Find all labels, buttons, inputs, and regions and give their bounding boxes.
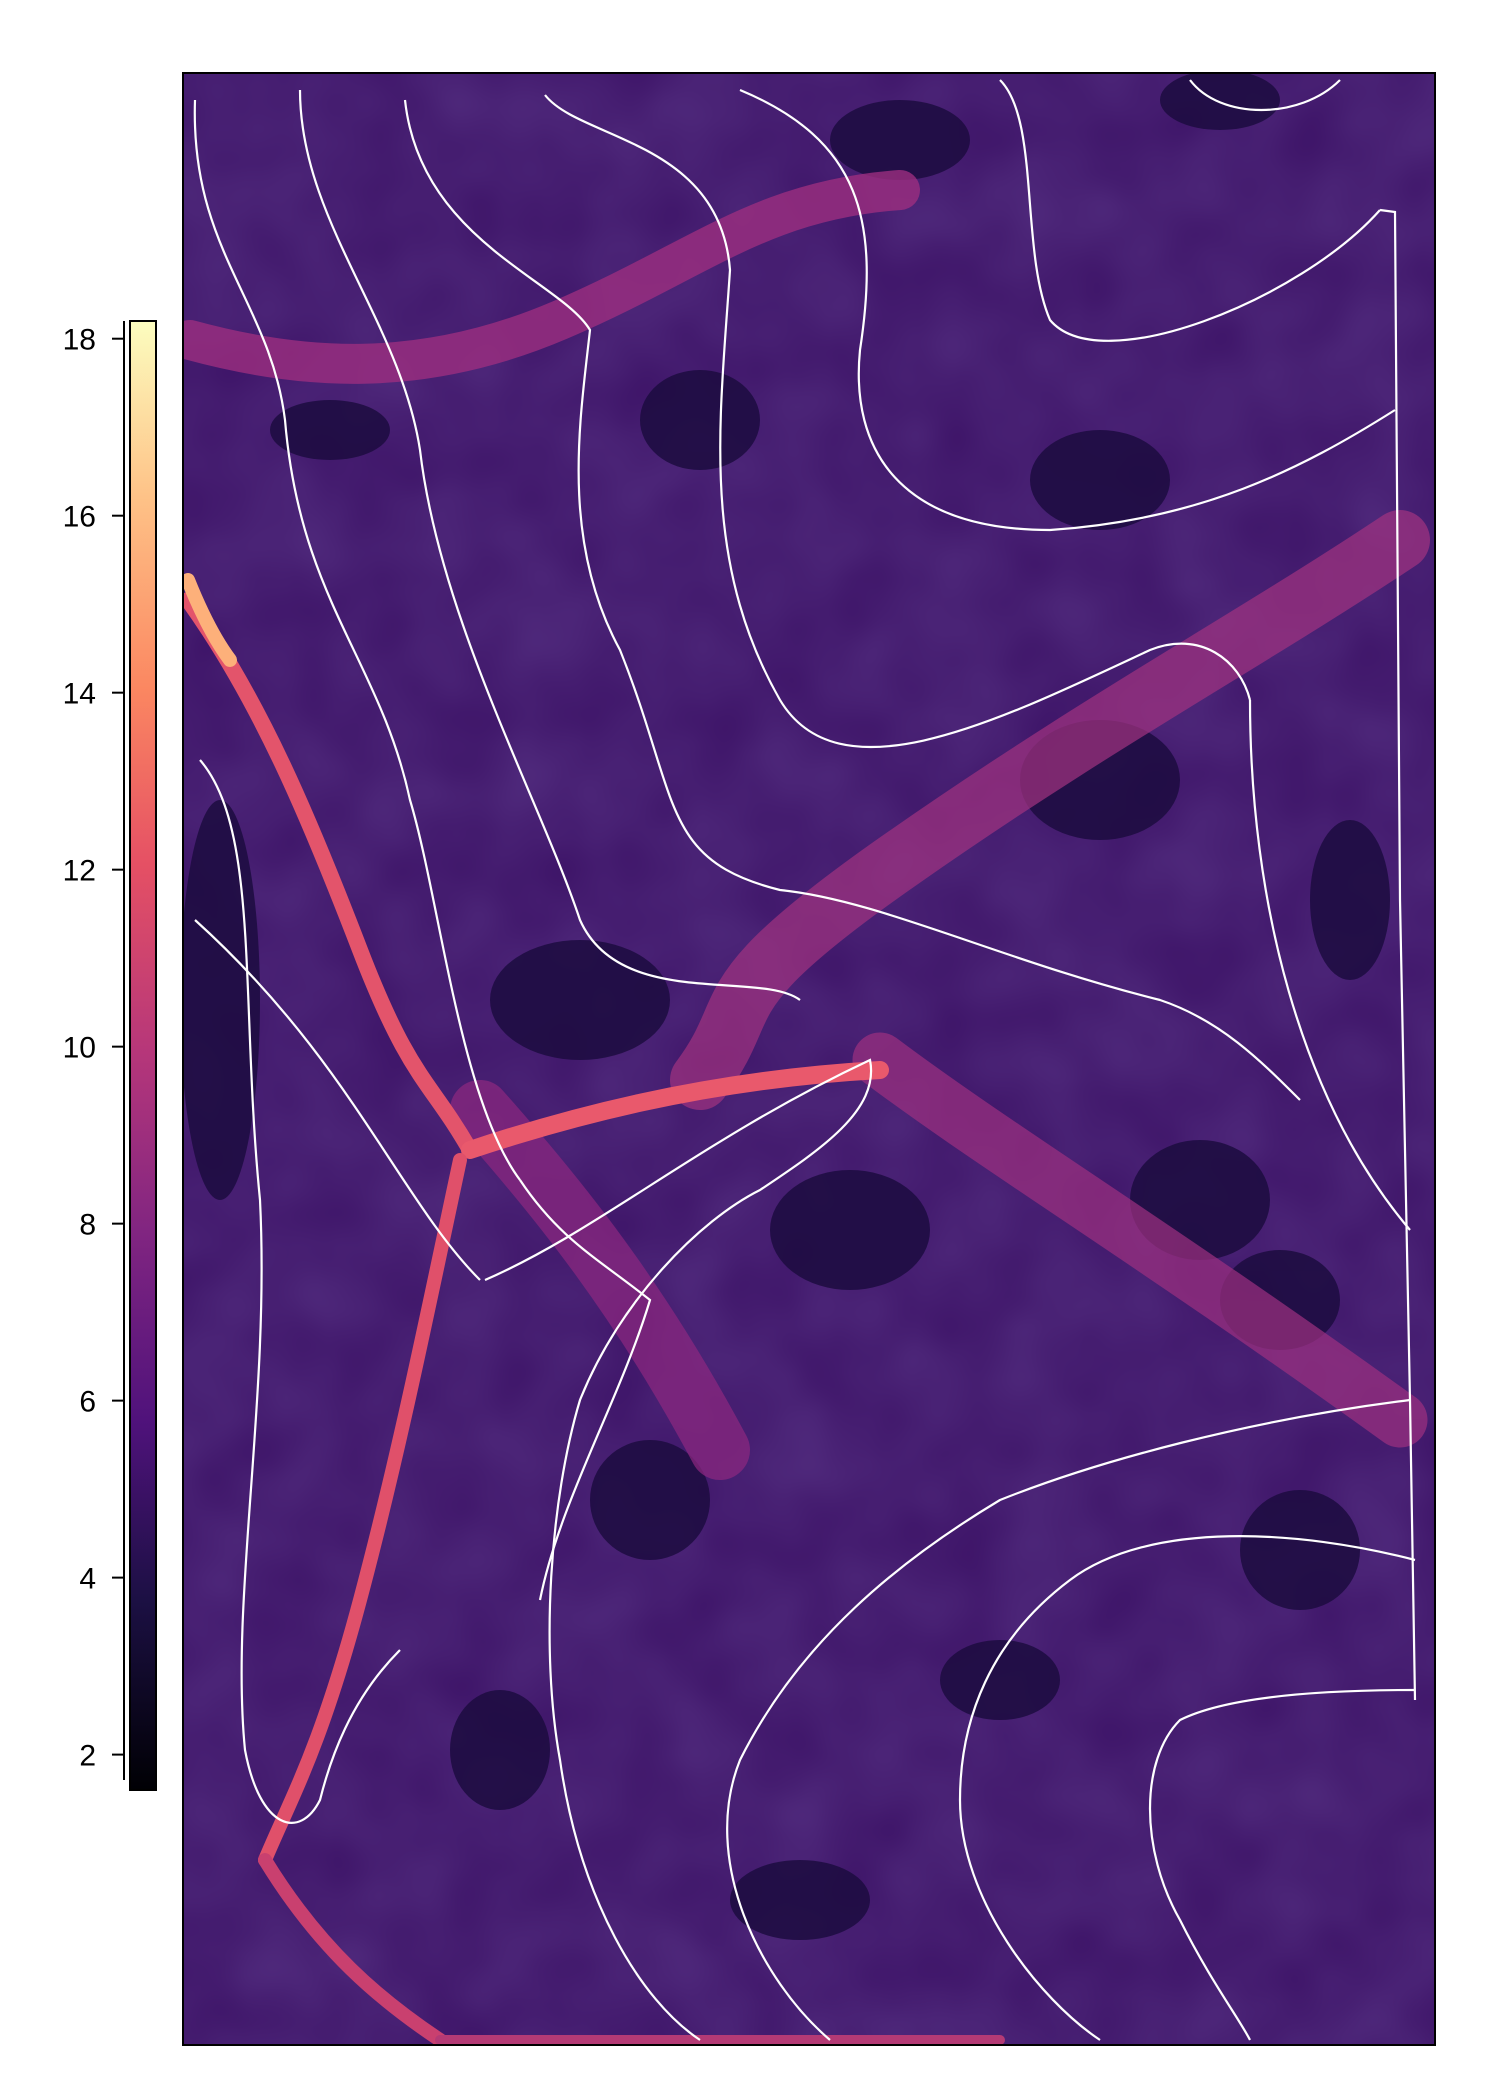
contour-9 bbox=[199, 759, 401, 1824]
contour-right-border bbox=[1379, 208, 1417, 1701]
contour-6 bbox=[999, 79, 1381, 342]
ridge-top-glow bbox=[183, 170, 920, 384]
colorbar: 2 4 6 8 10 12 14 16 18 bbox=[63, 320, 157, 1791]
contour-1 bbox=[193, 99, 521, 1181]
colorbar-tick-label: 8 bbox=[79, 1209, 96, 1242]
heatmap-ridges bbox=[183, 170, 1430, 2045]
contour-5 bbox=[739, 88, 1396, 532]
colorbar-tick-label: 2 bbox=[79, 1740, 96, 1773]
heatmap-texture bbox=[183, 73, 1435, 2045]
contour-8 bbox=[1248, 699, 1411, 1231]
colorbar-tick-label: 18 bbox=[63, 324, 96, 357]
ridge-left-bright bbox=[183, 592, 478, 1158]
colorbar-tick-label: 6 bbox=[79, 1386, 96, 1419]
contour-12 bbox=[726, 1398, 1411, 2041]
plot-frame bbox=[182, 72, 1436, 2046]
colorbar-gradient bbox=[129, 320, 157, 1791]
contour-11 bbox=[484, 1058, 873, 2041]
ridge-bottom-left bbox=[258, 1853, 447, 2045]
ridge-lower-left-bright bbox=[258, 1153, 467, 1867]
contour-10 bbox=[194, 919, 481, 1281]
ridge-diagonal-glow bbox=[670, 510, 1430, 1110]
ridge-descending-glow bbox=[852, 1032, 1428, 1448]
colorbar-ticks: 2 4 6 8 10 12 14 16 18 bbox=[63, 324, 124, 1773]
colorbar-tick-label: 10 bbox=[63, 1032, 96, 1065]
colorbar-tick-label: 16 bbox=[63, 501, 96, 534]
contour-7 bbox=[1189, 79, 1341, 112]
contour-4 bbox=[544, 94, 1252, 749]
contour-14 bbox=[1148, 1688, 1416, 2041]
colorbar-tick-label: 14 bbox=[63, 678, 96, 711]
contour-2 bbox=[298, 89, 801, 1001]
colorbar-tick-label: 12 bbox=[63, 855, 96, 888]
colorbar-tick-label: 4 bbox=[79, 1563, 96, 1596]
contour-15 bbox=[519, 1179, 652, 1601]
ridge-central-glow bbox=[450, 1080, 750, 1480]
contour-13 bbox=[958, 1535, 1416, 2041]
ridge-hotspot bbox=[183, 573, 237, 667]
ridge-horizontal-bright bbox=[461, 1061, 889, 1159]
plot-area bbox=[183, 73, 1435, 2045]
contour-3 bbox=[403, 99, 1301, 1101]
contour-lines bbox=[193, 79, 1417, 2041]
